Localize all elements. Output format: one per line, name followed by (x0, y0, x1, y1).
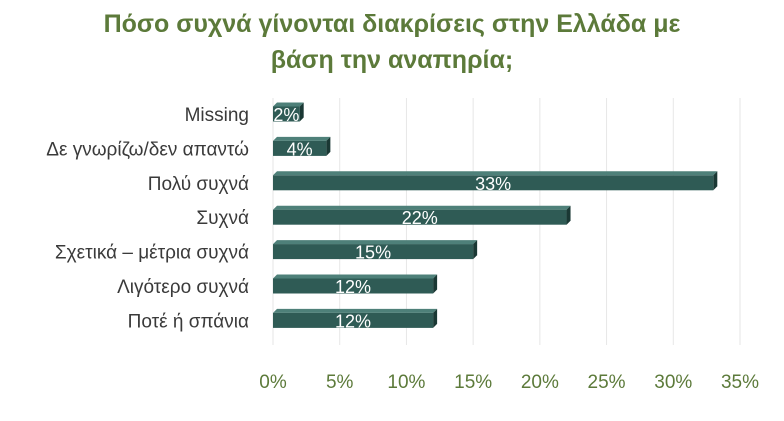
category-label: Πολύ συχνά (148, 174, 249, 195)
bar-top-face (273, 102, 304, 107)
category-label: Ποτέ ή σπάνια (128, 311, 249, 332)
x-tick-label: 35% (721, 372, 759, 393)
bar-top-face (273, 136, 331, 141)
category-label: Δε γνωρίζω/δεν απαντώ (46, 139, 249, 160)
x-tick-label: 5% (326, 372, 354, 393)
bar-top-face (273, 240, 478, 245)
data-label: 4% (287, 139, 313, 159)
bar-top-face (273, 308, 438, 313)
bar-side-face (299, 102, 304, 122)
bar-side-face (326, 136, 331, 156)
bar-top-face (273, 274, 438, 279)
bar (273, 244, 474, 260)
data-label: 15% (355, 243, 391, 263)
bar-side-face (433, 308, 438, 328)
bar (273, 175, 714, 191)
bar-side-face (473, 240, 478, 260)
bar-side-face (713, 171, 718, 191)
bar (273, 278, 434, 294)
data-label: 33% (475, 174, 511, 194)
chart-title-line-1: Πόσο συχνά γίνονται διακρίσεις στην Ελλά… (103, 10, 681, 38)
data-label: 12% (335, 277, 371, 297)
x-tick-label: 30% (654, 372, 692, 393)
bar-side-face (433, 274, 438, 294)
data-label: 12% (335, 311, 371, 331)
bar-top-face (273, 205, 571, 210)
data-label: 2% (273, 105, 299, 125)
category-label: Λιγότερο συχνά (117, 277, 249, 298)
x-tick-label: 10% (387, 372, 425, 393)
data-label: 22% (402, 208, 438, 228)
bar-top-face (273, 171, 718, 176)
bar (273, 209, 567, 225)
bar (273, 312, 434, 328)
chart-title-line-2: βάση την αναπηρία; (270, 46, 514, 74)
category-label: Σχετικά – μέτρια συχνά (55, 243, 249, 264)
x-tick-label: 25% (588, 372, 626, 393)
chart-title: Πόσο συχνά γίνονται διακρίσεις στην Ελλά… (0, 6, 784, 78)
x-tick-label: 20% (521, 372, 559, 393)
category-label: Missing (185, 105, 249, 126)
category-label: Συχνά (196, 208, 249, 229)
bar-side-face (566, 205, 571, 225)
x-tick-label: 15% (454, 372, 492, 393)
x-tick-label: 0% (259, 372, 287, 393)
bar (273, 140, 327, 156)
bar (273, 106, 300, 122)
